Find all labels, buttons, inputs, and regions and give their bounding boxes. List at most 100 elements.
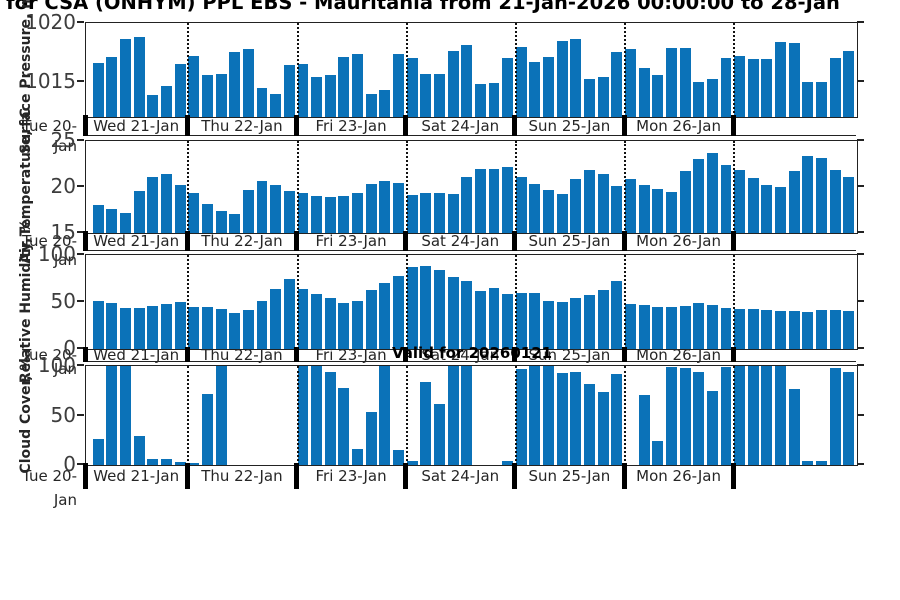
pressure-bar xyxy=(174,64,186,117)
pressure-bar xyxy=(693,81,705,117)
day-boundary-dotted-line xyxy=(733,141,736,233)
y-tick-mark xyxy=(857,300,864,302)
humidity-bar xyxy=(515,292,527,349)
cloud-cover-bar xyxy=(829,367,841,465)
temperature-bar xyxy=(324,197,336,233)
y-tick-label: 1020 xyxy=(25,10,76,34)
day-separator-mark xyxy=(730,347,736,362)
day-boundary-dotted-line xyxy=(296,255,299,349)
cloud-cover-bar xyxy=(775,366,787,465)
pressure-bar xyxy=(133,37,145,117)
pressure-bar xyxy=(161,86,172,117)
humidity-bar xyxy=(693,302,705,349)
pressure-bar xyxy=(242,48,254,117)
y-tick-mark xyxy=(857,347,864,349)
temperature-bar xyxy=(679,171,691,233)
temperature-bar xyxy=(625,178,636,233)
pressure-bar xyxy=(556,40,568,117)
cloud-cover-bar xyxy=(556,372,568,465)
day-label-outside: Tue 20-Jan xyxy=(22,467,77,509)
pressure-bar xyxy=(201,74,213,117)
day-label-cell: Mon 26-Jan xyxy=(636,232,722,250)
day-label-cell: Wed 21-Jan xyxy=(93,346,180,364)
humidity-bar xyxy=(461,281,473,349)
day-separator-mark xyxy=(730,115,736,136)
day-label-cell: Sat 24-Jan xyxy=(421,117,500,135)
pressure-bar xyxy=(775,41,787,117)
humidity-bar xyxy=(816,310,827,349)
temperature-bar xyxy=(706,152,718,233)
pressure-bar xyxy=(92,62,104,117)
pressure-bar xyxy=(720,58,732,117)
temperature-bar xyxy=(147,176,159,233)
cloud-cover-bar xyxy=(543,366,555,465)
day-boundary-dotted-line xyxy=(296,366,299,465)
day-boundary-dotted-line xyxy=(405,23,408,117)
cloud-cover-bar xyxy=(665,367,677,465)
cloud-cover-bar xyxy=(92,439,104,465)
temperature-bar xyxy=(133,190,145,233)
y-tick-mark xyxy=(77,231,84,233)
day-separator-mark xyxy=(512,347,518,362)
temperature-bar xyxy=(229,213,241,233)
humidity-bar xyxy=(638,304,650,349)
humidity-bar xyxy=(529,292,541,349)
y-tick-mark xyxy=(857,463,864,465)
temperature-bar xyxy=(188,193,200,233)
temperature-bar xyxy=(161,174,172,233)
pressure-bar xyxy=(270,93,282,117)
y-tick-mark xyxy=(77,253,84,255)
humidity-bar xyxy=(775,311,787,349)
day-label-cell: Sat 24-Jan xyxy=(421,232,500,250)
day-separator-mark xyxy=(294,115,299,136)
day-label-cell: Mon 26-Jan xyxy=(636,346,722,364)
valid-for-annotation: Valid for 20260121 xyxy=(392,344,553,362)
cloud-cover-bar xyxy=(638,394,650,465)
day-boundary-dotted-line xyxy=(733,366,736,465)
humidity-bar xyxy=(802,312,814,349)
humidity-bar xyxy=(297,288,309,349)
pressure-bar xyxy=(829,58,841,117)
humidity-bar xyxy=(474,290,486,349)
pressure-bar xyxy=(215,73,227,117)
y-tick-mark xyxy=(857,21,864,23)
cloud-cover-bar xyxy=(297,366,309,465)
temperature-bar xyxy=(215,210,227,233)
humidity-bar xyxy=(188,306,200,349)
pressure-bar xyxy=(188,55,200,117)
cloud-cover-bar xyxy=(747,366,759,465)
temperature-bar xyxy=(788,171,800,233)
pressure-bar xyxy=(747,59,759,117)
temperature-bar xyxy=(201,204,213,233)
pressure-bar xyxy=(379,89,391,117)
pressure-bar xyxy=(297,64,309,117)
humidity-bar xyxy=(433,270,445,349)
temperature-bar xyxy=(843,176,855,233)
y-tick-label: 0 xyxy=(63,336,76,360)
temperature-bar xyxy=(693,159,705,233)
y-tick-mark xyxy=(857,413,864,416)
pressure-bar xyxy=(816,81,827,117)
temperature-bar xyxy=(584,169,595,233)
y-tick-mark xyxy=(857,364,864,366)
humidity-bar xyxy=(229,313,241,349)
day-separator-mark xyxy=(621,347,627,362)
humidity-bar xyxy=(788,311,800,349)
cloud-cover-bar xyxy=(679,367,691,465)
day-separator-mark xyxy=(82,463,88,489)
cloud-cover-bar xyxy=(215,366,227,465)
cloud-cover-bar xyxy=(406,461,418,465)
humidity-bar xyxy=(665,306,677,349)
day-label-row: Tue 20-Jan Wed 21-Jan Thu 22-Jan Fri 23-Jan… xyxy=(22,463,856,509)
day-boundary-dotted-line xyxy=(733,23,736,117)
humidity-bar xyxy=(611,281,623,349)
day-separator-mark xyxy=(82,115,88,136)
pressure-bar xyxy=(584,79,595,117)
y-tick-mark xyxy=(857,231,864,233)
y-tick-label: 1015 xyxy=(25,68,76,93)
day-label-cell: Wed 21-Jan xyxy=(93,467,180,485)
day-boundary-dotted-line xyxy=(514,366,517,465)
day-boundary-dotted-line xyxy=(624,255,627,349)
temperature-bar xyxy=(515,176,527,233)
